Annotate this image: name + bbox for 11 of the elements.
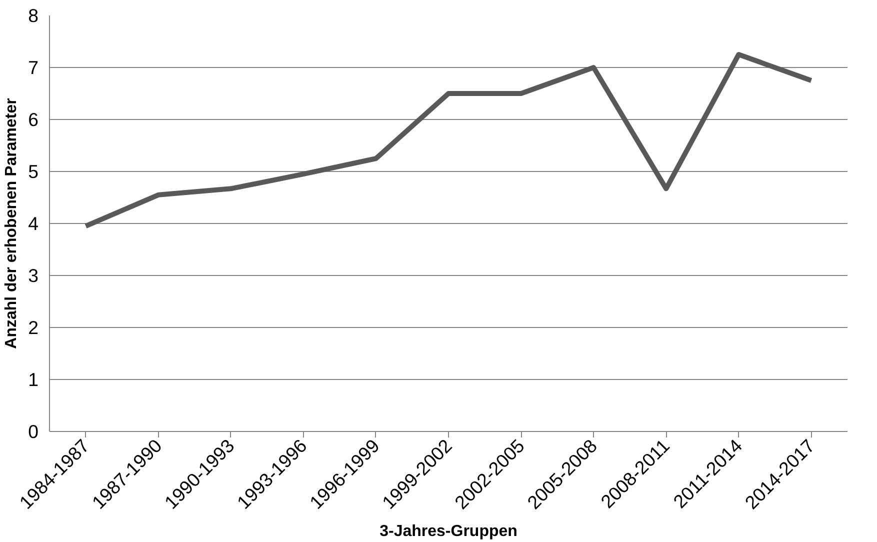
y-tick-label: 5 <box>28 161 39 182</box>
y-tick-label: 0 <box>28 421 39 442</box>
y-axis-title: Anzahl der erhobenen Parameter <box>3 98 20 349</box>
y-tick-label: 2 <box>28 317 39 338</box>
y-tick-label: 6 <box>28 109 39 130</box>
x-axis-title: 3-Jahres-Gruppen <box>380 522 518 540</box>
y-tick-label: 7 <box>28 57 39 78</box>
y-tick-label: 3 <box>28 265 39 286</box>
y-tick-label: 1 <box>28 369 39 390</box>
y-tick-label: 8 <box>28 5 39 26</box>
y-tick-label: 4 <box>28 213 39 234</box>
